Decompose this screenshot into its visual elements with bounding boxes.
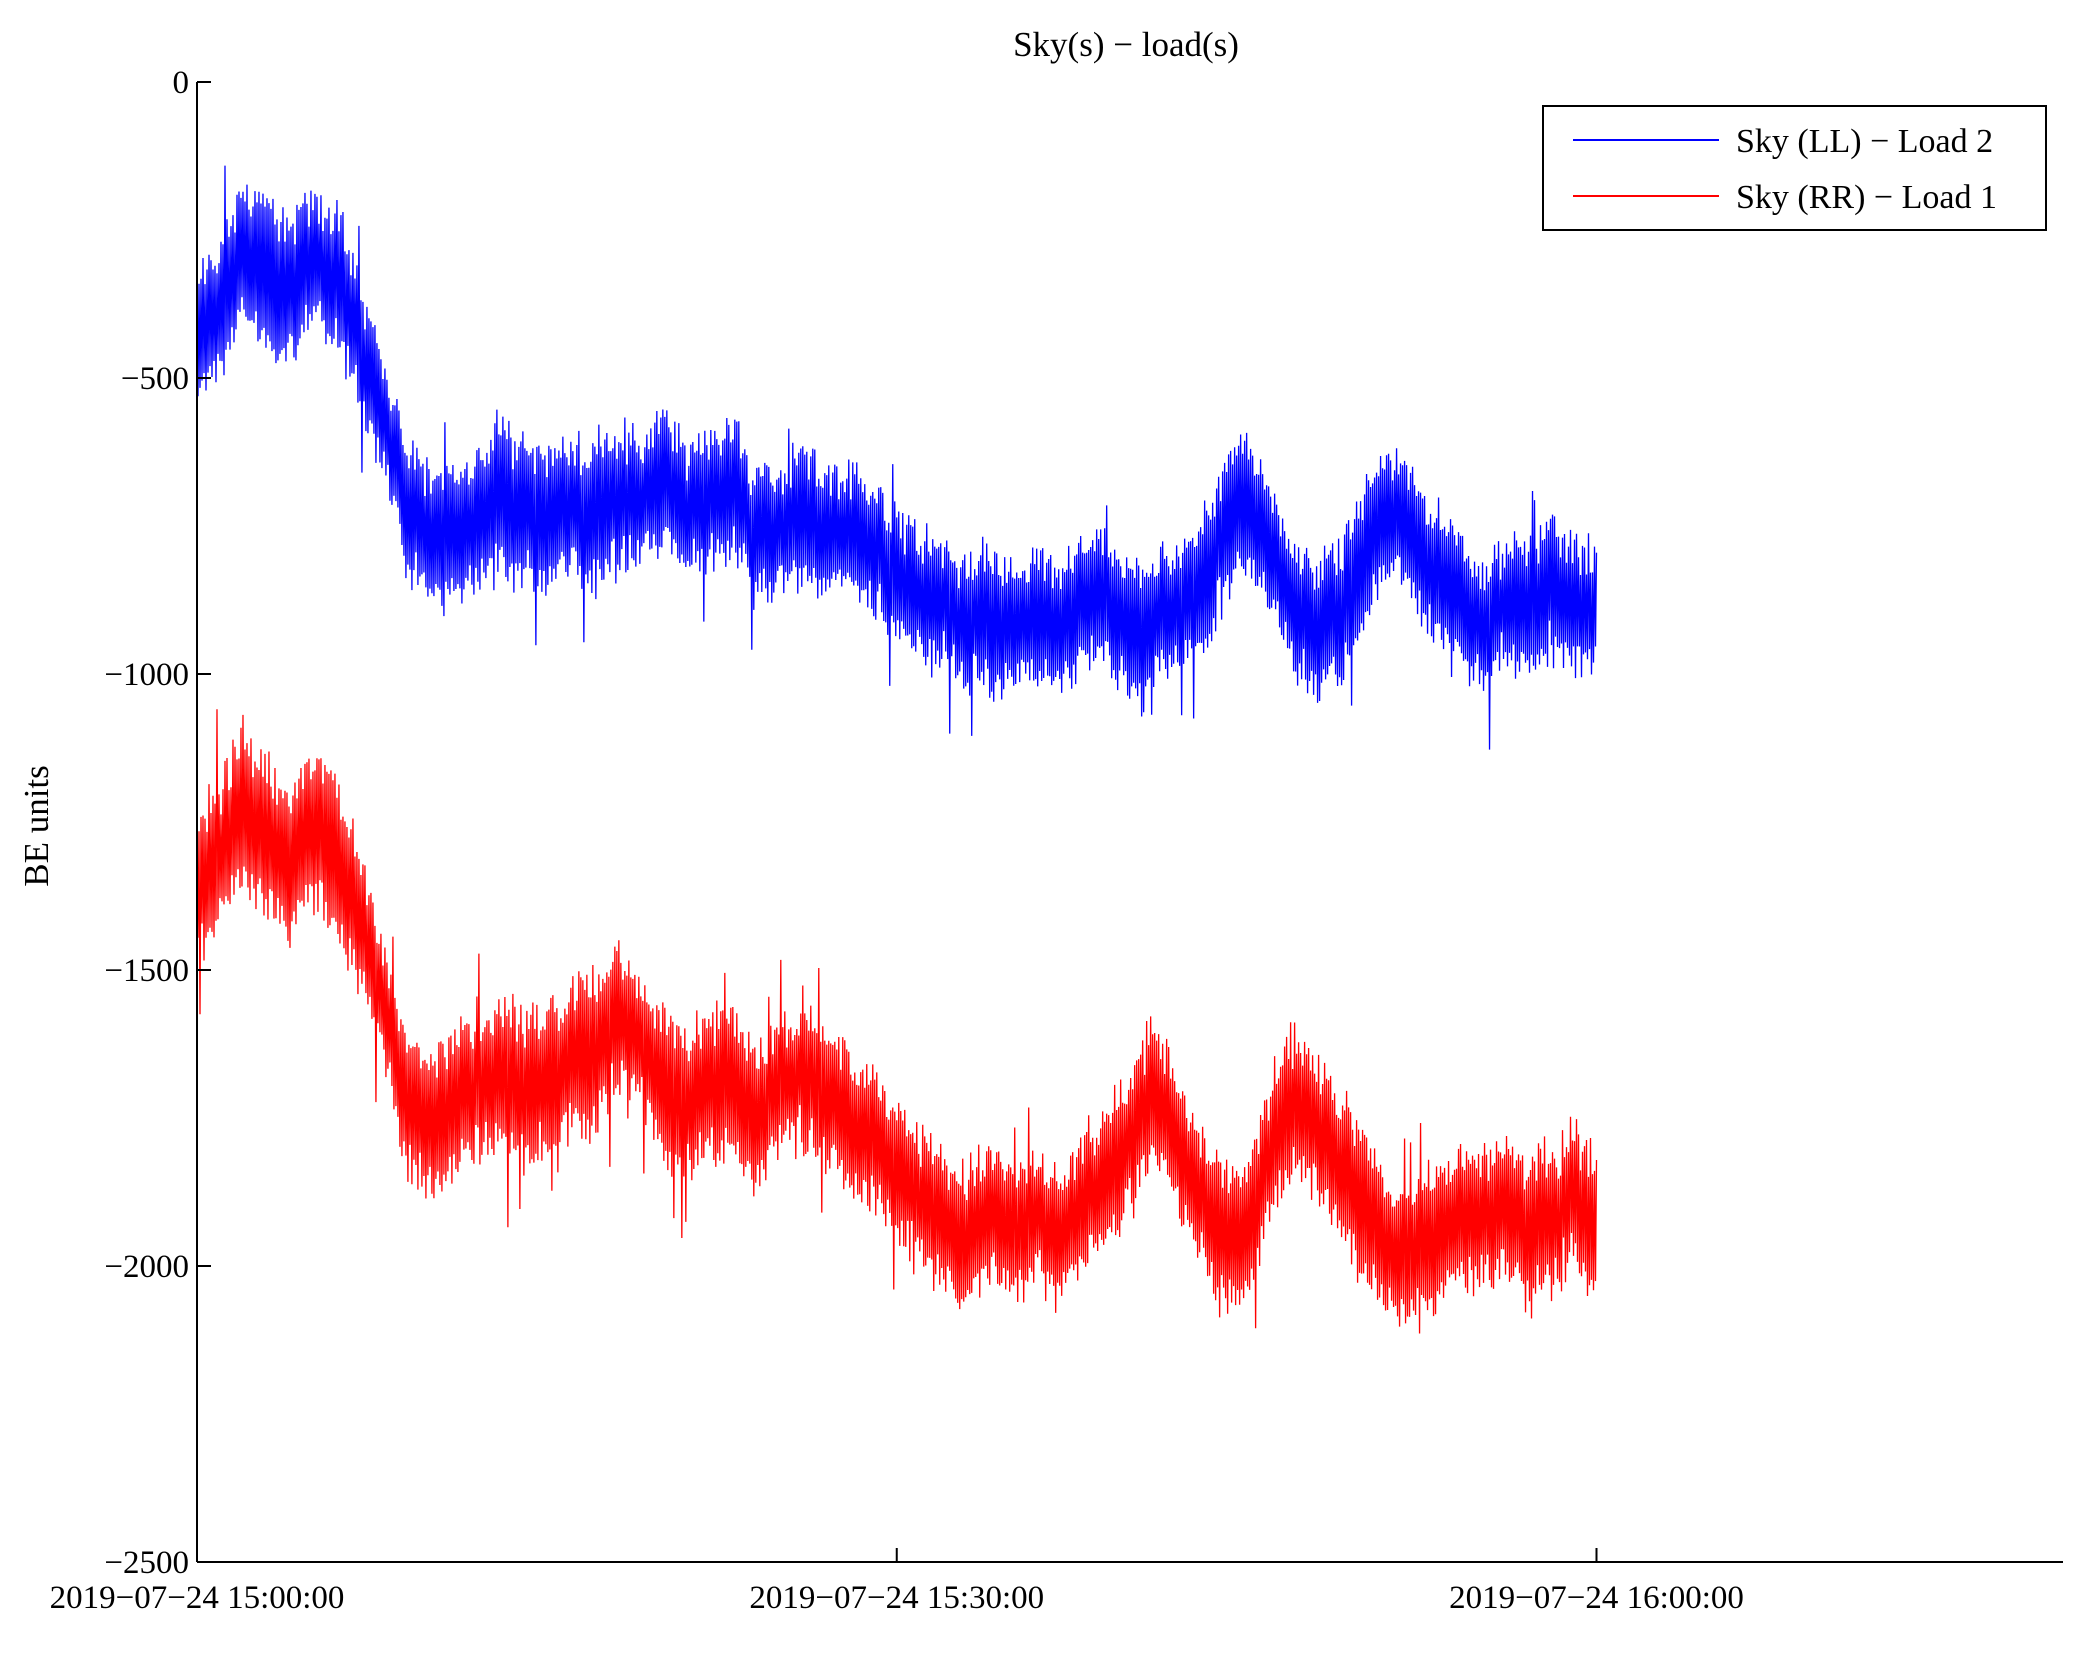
y-axis-label: BE units <box>17 765 56 887</box>
legend-frame <box>1542 105 2047 231</box>
y-tick-label: −2000 <box>104 1249 189 1285</box>
x-tick-label: 2019−07−24 15:30:00 <box>749 1580 1044 1616</box>
y-tick-label: −1000 <box>104 657 189 693</box>
y-ticks: 0 −500 −1000 −1500 −2000 −2500 <box>104 65 211 1581</box>
x-tick-label: 2019−07−24 15:00:00 <box>50 1580 345 1616</box>
legend-label-rr: Sky (RR) − Load 1 <box>1736 179 1997 216</box>
series-layer <box>196 165 1598 1334</box>
chart-legend: Sky (LL) − Load 2 Sky (RR) − Load 1 <box>1542 105 2047 231</box>
y-tick-label: −1500 <box>104 953 189 989</box>
series-line-sky-rr-load-1 <box>196 709 1598 1334</box>
y-tick-label: 0 <box>173 65 190 101</box>
x-tick-label: 2019−07−24 16:00:00 <box>1449 1580 1744 1616</box>
series-line-sky-ll-load-2 <box>196 165 1598 750</box>
x-ticks: 2019−07−24 15:00:00 2019−07−24 15:30:00 20… <box>50 1548 1744 1616</box>
y-tick-label: −500 <box>121 361 189 397</box>
legend-label-ll: Sky (LL) − Load 2 <box>1736 123 1993 160</box>
chart-title: Sky(s) − load(s) <box>1013 25 1239 64</box>
y-tick-label: −2500 <box>104 1545 189 1581</box>
